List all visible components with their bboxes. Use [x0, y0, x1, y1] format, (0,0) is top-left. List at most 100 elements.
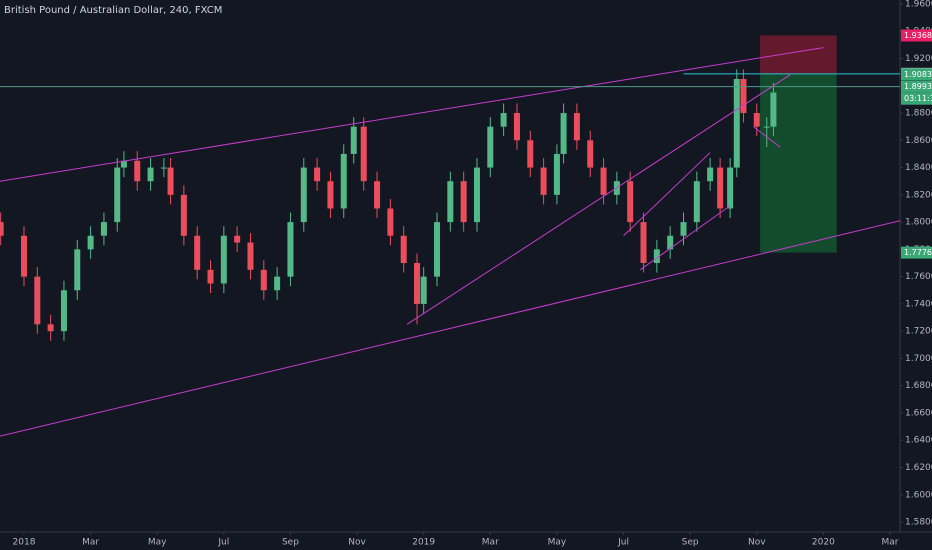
candle-body [350, 126, 357, 154]
x-tick-label: Mar [82, 538, 99, 548]
x-tick-label: Sep [282, 538, 299, 548]
candle-body [260, 269, 267, 291]
candle-body [20, 235, 27, 277]
trend-line [753, 126, 781, 148]
candle-body [487, 126, 494, 168]
candle-body [234, 235, 241, 243]
y-tick-label: 1.58000 [905, 518, 932, 528]
candle-body [247, 242, 254, 270]
candle-body [274, 276, 281, 291]
x-tick-label: Jul [217, 538, 229, 548]
candle-body [420, 276, 427, 304]
candle-body [60, 290, 67, 332]
x-tick-label: 2020 [812, 538, 835, 548]
countdown: 03:11:13 [904, 94, 932, 103]
price-label: 1.77761 [904, 248, 932, 257]
trend-line [406, 74, 791, 325]
x-tick-label: Mar [482, 538, 499, 548]
candle-body [600, 167, 607, 195]
chart-title: British Pound / Australian Dollar, 240, … [4, 5, 222, 16]
candle-body [220, 235, 227, 284]
candle-body [360, 126, 367, 182]
candle-body [414, 263, 421, 304]
candle-body [34, 276, 41, 325]
x-tick-label: 2018 [13, 538, 36, 548]
candle-body [727, 167, 734, 209]
price-label: 1.90837 [904, 70, 932, 79]
candle-body [460, 181, 467, 223]
trend-line [0, 47, 824, 182]
candle-body [680, 222, 687, 236]
candle-body [560, 113, 567, 154]
candle-body [340, 153, 347, 209]
candle-body [763, 126, 770, 128]
candle-body [287, 222, 294, 277]
candle-body [160, 167, 167, 169]
candle-body [374, 181, 381, 209]
candle-body [180, 194, 187, 236]
price-label-box [901, 68, 932, 81]
candle-body [527, 140, 534, 168]
y-tick-label: 1.76000 [905, 272, 932, 282]
candle-body [327, 181, 334, 209]
candle-body [400, 235, 407, 264]
trend-line [623, 152, 711, 237]
candle-body [47, 324, 54, 332]
candle-body [473, 167, 480, 223]
candle-body [87, 235, 94, 250]
x-tick-label: Sep [682, 538, 699, 548]
y-tick-label: 1.82000 [905, 190, 932, 200]
candle-body [74, 249, 81, 291]
y-tick-label: 1.70000 [905, 354, 932, 364]
x-tick-label: May [548, 538, 567, 548]
candle-body [540, 167, 547, 195]
candle-body [300, 167, 307, 223]
candle-body [447, 181, 454, 223]
candle-body [100, 222, 107, 236]
candle-body [693, 181, 700, 223]
candle-body [120, 160, 127, 168]
candle-body [740, 78, 747, 114]
candle-body [733, 78, 740, 168]
candle-body [147, 167, 154, 182]
y-tick-label: 1.64000 [905, 436, 932, 446]
y-tick-label: 1.80000 [905, 218, 932, 228]
candle-body [167, 167, 174, 195]
position-zone [760, 35, 837, 74]
y-tick-label: 1.74000 [905, 299, 932, 309]
candle-body [770, 92, 777, 127]
candle-body [667, 235, 674, 250]
candle-body [387, 208, 394, 236]
y-tick-label: 1.84000 [905, 163, 932, 173]
x-tick-label: 2019 [412, 538, 435, 548]
candle-body [553, 153, 560, 195]
y-tick-label: 1.66000 [905, 408, 932, 418]
x-tick-label: Jul [617, 538, 629, 548]
candle-body [500, 113, 507, 127]
y-tick-label: 1.68000 [905, 381, 932, 391]
candle-body [587, 140, 594, 168]
price-label: 1.93687 [904, 31, 932, 40]
trend-line [0, 220, 901, 437]
candle-body [573, 113, 580, 141]
candle-body [434, 222, 441, 277]
candle-body [627, 181, 634, 223]
price-label-box [901, 246, 932, 259]
candle-body [717, 167, 724, 209]
y-tick-label: 1.62000 [905, 463, 932, 473]
candle-body [640, 222, 647, 264]
candle-body [314, 167, 321, 182]
candle-body [134, 160, 141, 182]
candle-body [0, 222, 4, 236]
x-tick-label: May [148, 538, 167, 548]
price-label-box [901, 80, 932, 93]
y-tick-label: 1.96000 [905, 0, 932, 9]
candle-body [653, 249, 660, 264]
x-tick-label: Nov [348, 538, 366, 548]
price-label: 1.89932 [904, 82, 932, 91]
y-tick-label: 1.72000 [905, 327, 932, 337]
y-tick-label: 1.88000 [905, 109, 932, 119]
